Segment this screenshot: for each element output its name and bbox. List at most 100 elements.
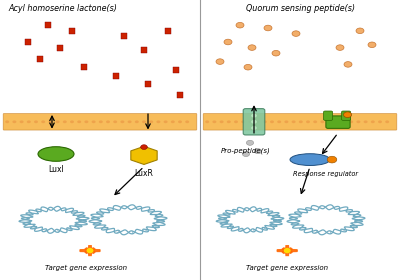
Circle shape: [335, 120, 339, 123]
FancyBboxPatch shape: [342, 111, 351, 120]
Circle shape: [248, 120, 252, 123]
Circle shape: [270, 120, 274, 123]
Text: Quorum sensing peptide(s): Quorum sensing peptide(s): [246, 4, 354, 13]
FancyBboxPatch shape: [243, 109, 265, 135]
Bar: [145, 81, 151, 87]
Circle shape: [156, 120, 160, 123]
Circle shape: [251, 114, 257, 118]
Circle shape: [277, 120, 281, 123]
Circle shape: [205, 120, 209, 123]
Text: Acyl homoserine lactone(s): Acyl homoserine lactone(s): [8, 4, 117, 13]
Ellipse shape: [290, 154, 330, 165]
Circle shape: [328, 120, 332, 123]
Circle shape: [364, 120, 368, 123]
Circle shape: [284, 120, 288, 123]
Circle shape: [251, 120, 257, 124]
Circle shape: [241, 120, 245, 123]
Circle shape: [248, 45, 256, 50]
Circle shape: [272, 50, 280, 56]
Circle shape: [220, 120, 224, 123]
Polygon shape: [286, 248, 292, 251]
Polygon shape: [286, 251, 289, 255]
Polygon shape: [286, 250, 292, 253]
Text: Response regulator: Response regulator: [294, 171, 358, 177]
Polygon shape: [282, 248, 288, 251]
Polygon shape: [287, 249, 297, 252]
Circle shape: [242, 151, 250, 157]
Bar: [113, 73, 119, 79]
Circle shape: [263, 120, 267, 123]
Polygon shape: [85, 248, 91, 251]
Circle shape: [120, 120, 124, 123]
Circle shape: [106, 120, 110, 123]
Circle shape: [63, 120, 67, 123]
Circle shape: [378, 120, 382, 123]
Circle shape: [371, 120, 375, 123]
Bar: [45, 22, 51, 28]
Circle shape: [212, 120, 216, 123]
Circle shape: [254, 149, 262, 154]
Circle shape: [41, 120, 45, 123]
Circle shape: [224, 39, 232, 45]
Circle shape: [342, 120, 346, 123]
Circle shape: [56, 120, 60, 123]
Circle shape: [87, 249, 93, 253]
Circle shape: [356, 120, 360, 123]
Circle shape: [292, 31, 300, 36]
Text: LuxI: LuxI: [48, 165, 64, 174]
Circle shape: [141, 145, 147, 150]
Polygon shape: [88, 246, 92, 251]
Text: Pro-peptide(s): Pro-peptide(s): [221, 147, 271, 154]
Circle shape: [48, 120, 52, 123]
Circle shape: [327, 156, 337, 163]
Circle shape: [171, 120, 175, 123]
FancyBboxPatch shape: [3, 114, 197, 130]
Circle shape: [356, 28, 364, 34]
Circle shape: [92, 120, 96, 123]
Circle shape: [320, 120, 324, 123]
Circle shape: [234, 120, 238, 123]
Circle shape: [313, 120, 317, 123]
Circle shape: [236, 22, 244, 28]
Bar: [57, 45, 63, 51]
Text: Target gene expression: Target gene expression: [246, 265, 328, 271]
Circle shape: [27, 120, 31, 123]
Polygon shape: [80, 249, 90, 252]
Circle shape: [5, 120, 9, 123]
Text: Target gene expression: Target gene expression: [45, 265, 127, 271]
Circle shape: [216, 59, 224, 64]
Circle shape: [344, 112, 352, 118]
Bar: [141, 47, 147, 53]
Ellipse shape: [38, 147, 74, 161]
Circle shape: [251, 126, 257, 130]
Polygon shape: [85, 250, 91, 253]
Circle shape: [128, 120, 132, 123]
Polygon shape: [282, 250, 288, 253]
Bar: [177, 92, 183, 98]
Bar: [173, 67, 179, 73]
Bar: [165, 28, 171, 34]
Circle shape: [227, 120, 231, 123]
Bar: [69, 28, 75, 34]
Bar: [121, 33, 127, 39]
FancyBboxPatch shape: [203, 114, 397, 130]
Circle shape: [306, 120, 310, 123]
Circle shape: [84, 120, 88, 123]
Circle shape: [99, 120, 103, 123]
Circle shape: [292, 120, 296, 123]
Circle shape: [149, 120, 153, 123]
Circle shape: [349, 120, 353, 123]
Circle shape: [344, 62, 352, 67]
Polygon shape: [88, 251, 92, 255]
Circle shape: [164, 120, 168, 123]
FancyBboxPatch shape: [326, 116, 350, 128]
Circle shape: [34, 120, 38, 123]
Circle shape: [12, 120, 16, 123]
Bar: [37, 56, 43, 62]
Circle shape: [135, 120, 139, 123]
Polygon shape: [286, 246, 289, 251]
Circle shape: [256, 120, 260, 123]
Circle shape: [70, 120, 74, 123]
Circle shape: [336, 45, 344, 50]
Bar: [81, 64, 87, 70]
